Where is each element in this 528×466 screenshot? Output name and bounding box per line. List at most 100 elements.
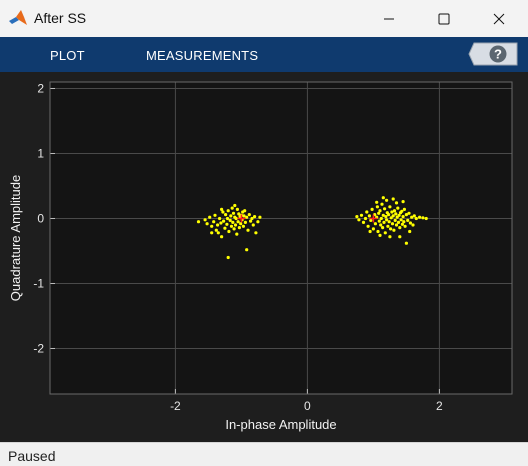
data-point bbox=[403, 224, 407, 228]
title-bar[interactable]: After SS bbox=[0, 0, 528, 37]
y-tick-label: 2 bbox=[37, 82, 44, 96]
data-point bbox=[245, 248, 249, 252]
data-point bbox=[381, 226, 385, 230]
data-point bbox=[203, 218, 207, 222]
axes-frame bbox=[49, 81, 513, 395]
data-point bbox=[385, 198, 389, 202]
svg-text:?: ? bbox=[494, 47, 502, 62]
data-point bbox=[365, 210, 369, 214]
tick-labels: -2 0 2 2 1 0 -1 -2 bbox=[33, 82, 443, 414]
status-text: Paused bbox=[8, 448, 56, 464]
data-point bbox=[408, 221, 412, 225]
data-point bbox=[231, 211, 236, 215]
y-axis-label: Quadrature Amplitude bbox=[8, 175, 23, 301]
reference-marker bbox=[369, 214, 378, 223]
data-point bbox=[225, 216, 230, 221]
data-point bbox=[379, 216, 383, 221]
data-point bbox=[226, 209, 230, 213]
help-button[interactable]: ? bbox=[468, 42, 518, 66]
data-point bbox=[212, 220, 216, 224]
y-tick-label: 0 bbox=[37, 212, 44, 226]
data-point bbox=[234, 216, 238, 221]
data-point bbox=[249, 219, 253, 223]
data-point bbox=[246, 228, 250, 232]
data-point bbox=[396, 220, 401, 224]
status-bar: Paused bbox=[0, 442, 528, 466]
data-point bbox=[229, 224, 234, 228]
data-point bbox=[196, 220, 201, 224]
maximize-button[interactable] bbox=[420, 0, 468, 37]
data-point bbox=[218, 216, 222, 221]
data-point bbox=[391, 214, 395, 218]
data-point bbox=[251, 223, 255, 227]
data-point bbox=[388, 205, 392, 209]
data-point bbox=[400, 222, 404, 226]
data-point bbox=[370, 207, 374, 211]
data-point bbox=[414, 216, 418, 221]
data-point bbox=[377, 211, 381, 215]
data-point bbox=[225, 222, 229, 226]
reference-markers bbox=[237, 214, 378, 223]
x-axis-label: In-phase Amplitude bbox=[225, 417, 336, 432]
tab-plot[interactable]: PLOT bbox=[50, 48, 85, 63]
data-point bbox=[236, 220, 240, 224]
data-point bbox=[380, 202, 384, 206]
tab-measurements[interactable]: MEASUREMENTS bbox=[146, 48, 259, 63]
data-point bbox=[224, 213, 228, 217]
data-point bbox=[258, 215, 262, 219]
data-point bbox=[219, 221, 223, 225]
data-point bbox=[404, 213, 408, 217]
data-point bbox=[398, 235, 402, 239]
data-point bbox=[239, 222, 243, 226]
x-tick-label: 2 bbox=[436, 399, 443, 413]
data-point bbox=[392, 209, 397, 213]
reference-marker bbox=[237, 214, 246, 223]
data-point bbox=[381, 196, 385, 200]
data-point bbox=[233, 203, 237, 208]
data-point bbox=[396, 206, 400, 210]
data-point bbox=[210, 231, 214, 235]
data-point bbox=[376, 229, 380, 234]
minimize-button[interactable] bbox=[365, 0, 413, 37]
data-point bbox=[390, 210, 394, 214]
data-point bbox=[208, 215, 212, 219]
data-point bbox=[394, 201, 399, 205]
data-point bbox=[381, 213, 385, 217]
close-button[interactable] bbox=[475, 0, 523, 37]
data-point bbox=[392, 228, 396, 232]
data-point bbox=[401, 215, 405, 219]
data-point bbox=[213, 213, 217, 217]
data-point bbox=[221, 210, 225, 214]
data-point bbox=[363, 216, 368, 221]
data-point bbox=[399, 218, 403, 222]
data-point bbox=[382, 220, 386, 224]
data-point bbox=[366, 224, 370, 228]
data-point bbox=[231, 220, 235, 224]
data-point bbox=[237, 212, 241, 216]
data-point bbox=[216, 223, 220, 227]
data-point bbox=[421, 216, 425, 220]
data-point bbox=[241, 224, 245, 228]
data-point bbox=[220, 207, 224, 211]
data-point bbox=[371, 227, 375, 231]
data-point bbox=[397, 213, 401, 217]
data-point bbox=[377, 219, 381, 223]
data-point bbox=[357, 218, 361, 222]
data-point bbox=[227, 229, 231, 234]
data-point bbox=[368, 229, 372, 234]
data-point bbox=[378, 209, 382, 213]
minimize-icon bbox=[384, 18, 394, 19]
data-point bbox=[210, 224, 214, 228]
data-point bbox=[394, 223, 399, 227]
data-point bbox=[383, 231, 387, 235]
data-point bbox=[214, 228, 218, 232]
x-tick-label: -2 bbox=[170, 399, 181, 413]
data-point bbox=[235, 232, 239, 236]
constellation-plot[interactable]: -2 0 2 2 1 0 -1 -2 In-phase Amplitude Quadratur… bbox=[0, 72, 528, 442]
data-point bbox=[375, 200, 379, 204]
data-point bbox=[373, 222, 377, 226]
data-point bbox=[391, 197, 395, 201]
data-point bbox=[232, 227, 236, 231]
y-tick-label: -2 bbox=[33, 342, 44, 356]
data-point bbox=[254, 231, 258, 235]
